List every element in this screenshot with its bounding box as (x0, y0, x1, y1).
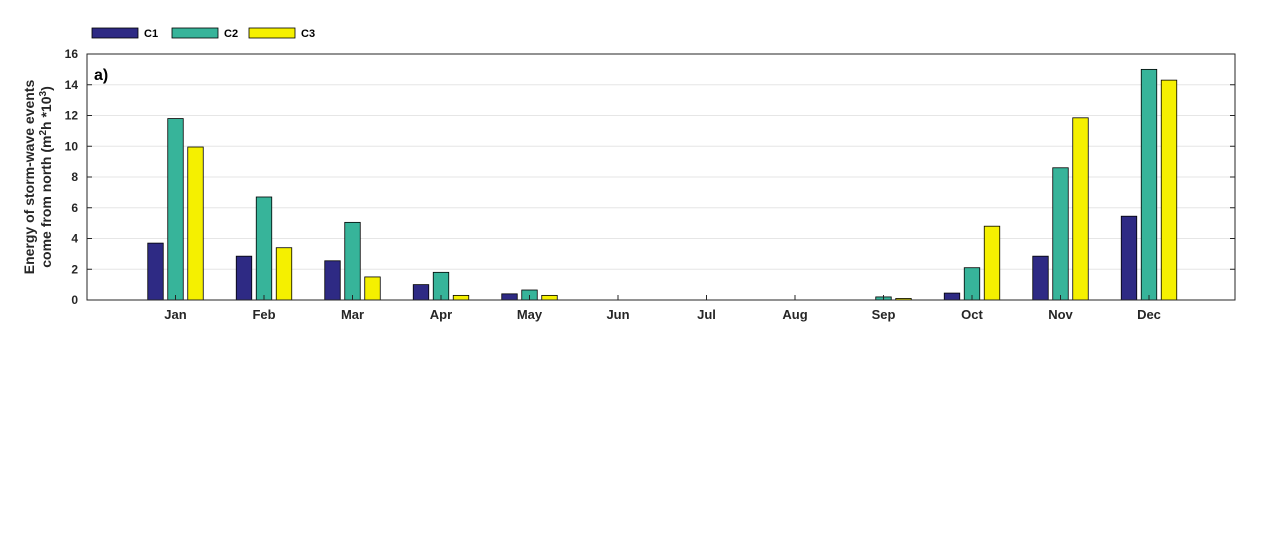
bars (147, 68, 1178, 301)
x-tick-label: Nov (1048, 307, 1073, 322)
legend-label-c1: C1 (144, 28, 158, 40)
y-axis-ticks: 0 2 4 6 8 10 12 14 16 (65, 47, 1235, 307)
bar-c1-oct (943, 292, 961, 301)
bar-c3-oct (983, 225, 1001, 301)
y-axis-label-suffix: ) (38, 86, 54, 91)
y-axis-label-sup2: 3 (38, 90, 49, 96)
y-axis-label-prefix: come from north (m (38, 136, 54, 268)
y-tick-label: 4 (71, 232, 78, 246)
x-tick-label: Jul (697, 307, 716, 322)
y-tick-label: 0 (71, 293, 78, 307)
y-axis-label-sup1: 2 (38, 130, 49, 136)
x-axis-ticks: Jan Feb Mar Apr May Jun Jul Aug Sep Oct Nov Dec (164, 295, 1161, 322)
y-tick-label: 8 (71, 170, 78, 184)
x-tick-label: Jan (164, 307, 186, 322)
bar-c1-jan (147, 242, 164, 301)
y-axis-label-line1: Energy of storm-wave events (21, 80, 37, 275)
legend-label-c3: C3 (301, 28, 315, 40)
y-tick-label: 6 (71, 201, 78, 215)
bar-c3-mar (364, 276, 381, 301)
y-tick-label: 12 (65, 109, 79, 123)
bar-c3-may (541, 294, 558, 301)
bar-c3-dec (1160, 79, 1178, 301)
x-tick-label: Apr (430, 307, 452, 322)
bar-c3-apr (452, 294, 470, 301)
bar-c2-feb (255, 196, 273, 301)
bar-c3-feb (275, 247, 293, 301)
bar-c1-feb (235, 255, 253, 301)
bar-c2-jan (167, 118, 184, 301)
bar-c1-apr (412, 284, 430, 301)
x-tick-label: Mar (341, 307, 364, 322)
legend-swatch-c2 (171, 27, 219, 39)
x-tick-label: Oct (961, 307, 983, 322)
bar-c1-mar (324, 260, 341, 301)
bar-c1-may (501, 293, 518, 301)
legend: C1 C2 C3 (91, 27, 315, 40)
bar-c1-dec (1120, 215, 1138, 301)
legend-label-c2: C2 (224, 28, 238, 40)
x-tick-label: Dec (1137, 307, 1161, 322)
y-axis-label-mid: h *10 (38, 96, 54, 130)
bar-c1-nov (1032, 255, 1049, 301)
y-tick-label: 2 (71, 262, 78, 276)
y-axis-label-line2: come from north (m2h *103) (38, 86, 54, 268)
legend-swatch-c3 (248, 27, 296, 39)
x-tick-label: Sep (872, 307, 896, 322)
bar-c2-dec (1140, 68, 1158, 301)
bar-c2-nov (1052, 167, 1069, 301)
panel-label: a) (94, 67, 108, 84)
x-tick-label: Jun (606, 307, 629, 322)
bar-c3-jan (187, 146, 204, 301)
y-tick-label: 16 (65, 47, 79, 61)
bar-c3-nov (1072, 117, 1089, 301)
y-tick-label: 10 (65, 139, 79, 153)
y-axis-label: Energy of storm-wave events come from no… (21, 80, 54, 275)
x-tick-label: Aug (782, 307, 807, 322)
x-tick-label: May (517, 307, 543, 322)
y-tick-label: 14 (65, 78, 79, 92)
x-tick-label: Feb (252, 307, 275, 322)
bar-c2-mar (344, 221, 361, 301)
legend-swatch-c1 (91, 27, 139, 39)
